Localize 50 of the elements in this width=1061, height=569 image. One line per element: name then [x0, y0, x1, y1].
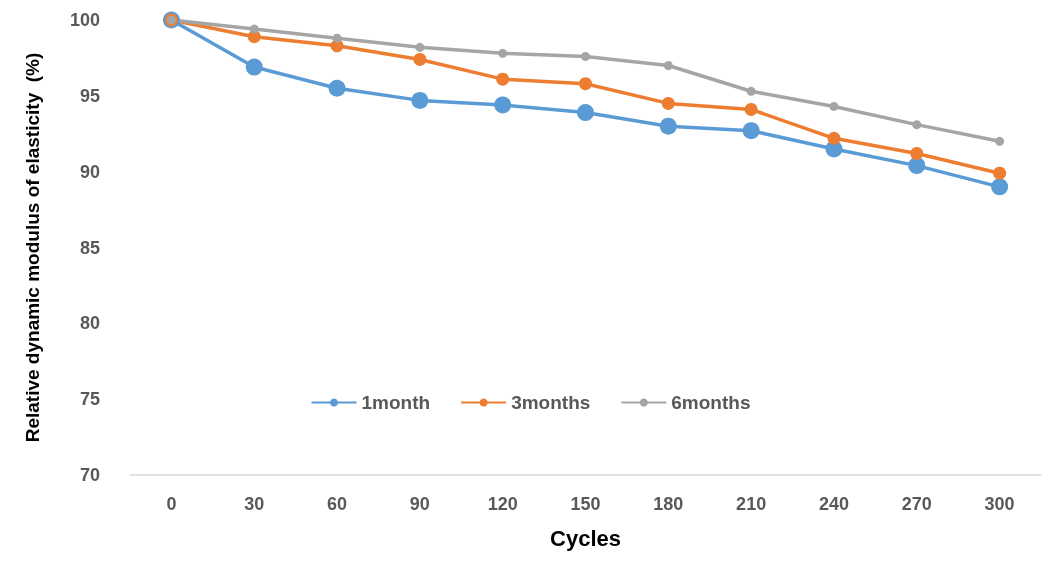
legend-label: 6months — [671, 392, 751, 413]
point — [411, 91, 429, 109]
point — [995, 136, 1005, 146]
x-tick-label: 0 — [166, 494, 177, 514]
x-tick-label: 90 — [409, 494, 430, 514]
x-tick-label: 270 — [901, 494, 932, 514]
y-tick-label: 80 — [79, 313, 100, 334]
point — [912, 120, 922, 130]
point — [742, 122, 760, 140]
point — [581, 51, 590, 61]
point — [496, 72, 510, 86]
x-tick-label: 240 — [818, 494, 849, 514]
y-tick-label: 70 — [79, 465, 100, 485]
point — [829, 101, 839, 111]
x-tick-label: 210 — [736, 494, 767, 514]
point — [663, 61, 673, 70]
point — [744, 102, 758, 116]
point — [413, 52, 427, 66]
x-axis-title: Cycles — [550, 525, 621, 551]
x-tick-label: 150 — [570, 494, 601, 514]
y-tick-label: 95 — [79, 85, 100, 106]
point — [328, 79, 346, 97]
legend-label: 3months — [511, 392, 591, 413]
point — [415, 42, 425, 52]
point — [661, 96, 675, 110]
point — [494, 96, 512, 114]
point — [245, 58, 263, 76]
y-tick-label: 100 — [69, 10, 100, 30]
point — [827, 131, 841, 145]
y-axis-title: Relative dynamic modulus of elasticity (%) — [22, 52, 43, 443]
y-tick-label: 75 — [79, 389, 100, 410]
point — [908, 157, 926, 175]
point — [332, 33, 342, 43]
point — [659, 117, 677, 135]
point — [746, 86, 756, 96]
x-tick-label: 60 — [327, 494, 348, 514]
point — [498, 48, 508, 58]
x-tick-label: 30 — [244, 494, 265, 514]
x-tick-label: 120 — [487, 494, 518, 514]
legend-label: 1month — [361, 392, 431, 413]
point — [991, 178, 1009, 196]
point — [577, 104, 594, 122]
point — [249, 24, 259, 34]
point — [910, 146, 924, 160]
y-tick-label: 90 — [79, 161, 100, 182]
y-tick-label: 85 — [79, 237, 100, 258]
point — [579, 77, 592, 91]
x-tick-label: 300 — [984, 494, 1015, 514]
x-tick-label: 180 — [653, 494, 684, 514]
point — [993, 166, 1007, 180]
